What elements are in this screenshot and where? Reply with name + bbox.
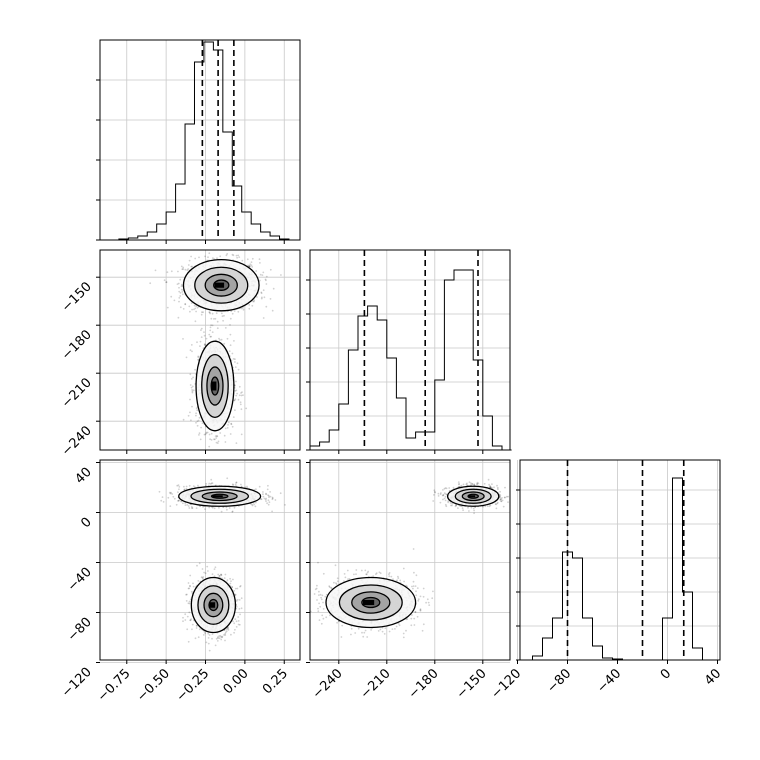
x-tick-label: 0 [658,666,674,682]
scatter-panel-3-1 [99,459,301,661]
x-tick-label: −0.50 [134,666,173,705]
x-tick-label: −40 [594,666,624,696]
x-tick-label: −210 [358,666,394,702]
histogram-step [520,477,713,661]
y-tick-label: −40 [65,565,95,595]
x-tick-label: −0.25 [174,666,213,705]
y-tick-label: 40 [73,465,95,487]
scatter-panel-2-1 [99,249,301,451]
density-peak [212,495,223,498]
x-tick-label: 0.00 [221,666,252,697]
histogram-panel-1 [99,39,301,241]
scatter-panel-3-2 [309,459,511,661]
x-tick-label: −240 [310,666,346,702]
x-tick-label: 0.25 [260,666,291,697]
x-tick-label: −80 [544,666,574,696]
y-tick-label: 0 [78,515,94,531]
density-peak [362,600,375,605]
density-peak [209,602,216,608]
density-peak [468,495,476,498]
x-tick-label: −120 [488,666,524,702]
histogram-step [309,269,512,451]
density-peak [214,282,225,288]
histogram-panel-2 [309,249,511,451]
y-tick-label: −120 [59,665,95,701]
y-tick-label: −80 [65,615,95,645]
density-peak [211,381,217,391]
x-tick-label: −180 [406,666,442,702]
y-tick-label: −150 [59,279,95,315]
x-tick-label: −150 [454,666,490,702]
x-tick-label: 40 [702,666,724,688]
y-tick-label: −180 [59,327,95,363]
y-tick-label: −210 [59,375,95,411]
histogram-step [100,41,299,241]
x-tick-label: −0.75 [95,666,134,705]
y-tick-label: −240 [59,423,95,459]
histogram-panel-3 [519,459,721,661]
